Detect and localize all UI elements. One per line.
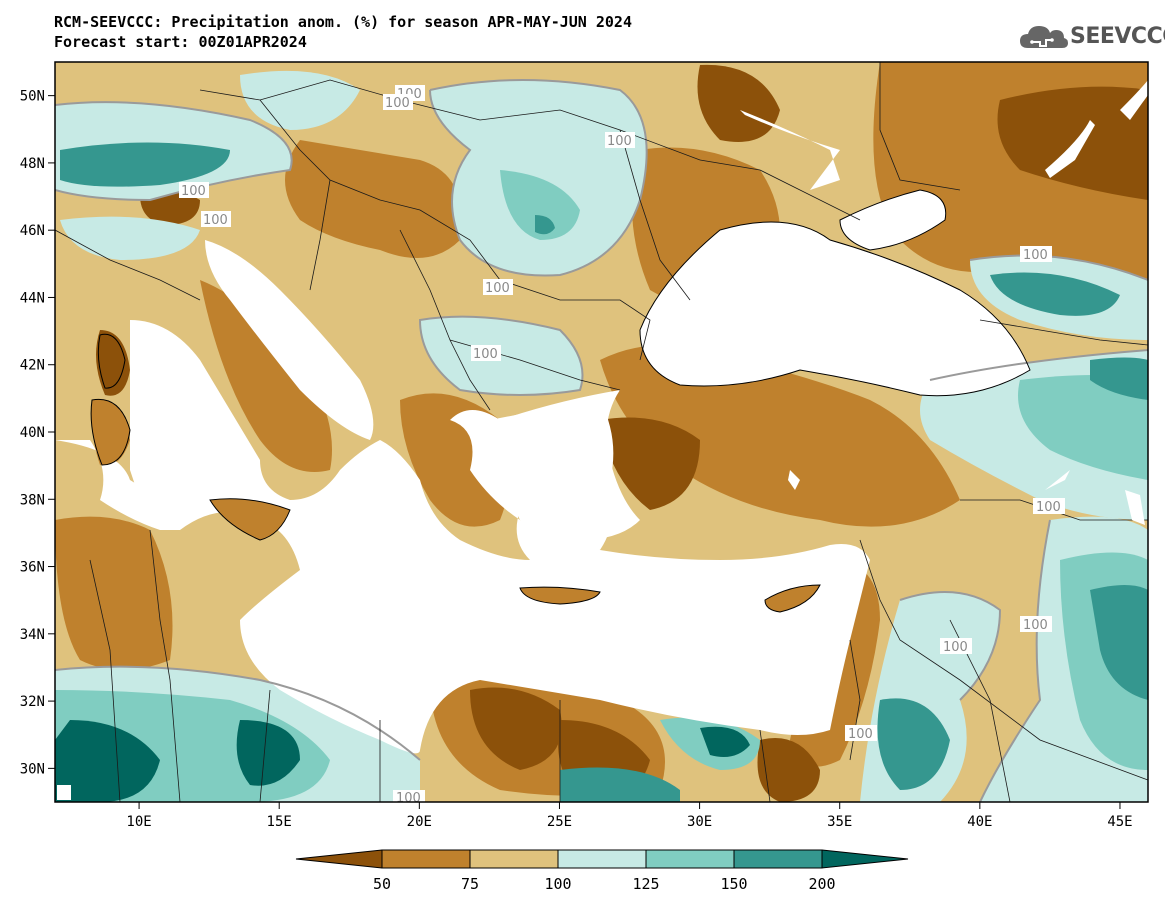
lat-tick-label: 44N	[20, 290, 45, 306]
lon-tick-label: 40E	[967, 814, 992, 830]
contour-label: 100	[848, 727, 873, 742]
crete	[520, 587, 600, 604]
lat-tick-label: 42N	[20, 358, 45, 374]
colorbar-segment	[557, 849, 647, 869]
tyrrhenian-sea	[130, 320, 260, 505]
contour-labels: 100 100 100 100 100 100 100 100 100 100 …	[179, 85, 1065, 806]
sardinia	[91, 399, 130, 465]
cyprus	[765, 585, 820, 612]
colorbar-label: 75	[461, 875, 479, 893]
lon-tick-label: 45E	[1107, 814, 1132, 830]
contour-label: 100	[181, 184, 206, 199]
contour-label: 100	[385, 96, 410, 111]
latitude-axis: 50N 48N 46N 44N 42N 40N 38N 36N 34N 32N 30N	[20, 89, 55, 777]
lon-tick-label: 15E	[267, 814, 292, 830]
colorbar-label: 100	[544, 875, 571, 893]
contour-label: 100	[1023, 248, 1048, 263]
lon-tick-label: 30E	[687, 814, 712, 830]
missing-data-gaps	[57, 80, 1148, 800]
lat-tick-label: 40N	[20, 425, 45, 441]
seevccc-logo: SEEVCCC	[1018, 22, 1165, 58]
lat-tick-label: 30N	[20, 761, 45, 777]
colorbar-label: 50	[373, 875, 391, 893]
title-line-2: Forecast start: 00Z01APR2024	[54, 33, 307, 51]
lon-tick-label: 25E	[547, 814, 572, 830]
title-line-1: RCM-SEEVCCC: Precipitation anom. (%) for…	[54, 13, 632, 31]
lat-tick-label: 46N	[20, 223, 45, 239]
contour-label: 100	[473, 347, 498, 362]
lat-tick-label: 34N	[20, 627, 45, 643]
contour-label: 100	[203, 213, 228, 228]
country-borders	[55, 62, 1148, 802]
map-title: RCM-SEEVCCC: Precipitation anom. (%) for…	[54, 12, 632, 52]
coastlines	[90, 189, 1031, 613]
colorbar-segment	[381, 849, 471, 869]
map-area: 100 100 100 100 100 100 100 100 100 100 …	[55, 62, 1148, 806]
longitude-axis: 10E 15E 20E 25E 30E 35E 40E 45E	[126, 802, 1133, 830]
water-bodies	[55, 190, 1030, 754]
lat-tick-label: 36N	[20, 560, 45, 576]
lon-tick-label: 20E	[407, 814, 432, 830]
islands	[91, 334, 820, 612]
aegean-sea	[490, 400, 614, 550]
adriatic-sea	[205, 240, 374, 440]
colorbar-label: 150	[720, 875, 747, 893]
corsica	[98, 334, 125, 389]
colorbar-segment	[821, 849, 909, 869]
sicily	[210, 498, 290, 540]
lon-tick-label: 10E	[126, 814, 151, 830]
lat-tick-label: 50N	[20, 89, 45, 105]
colorbar: 50 75 100 125 150 200	[295, 849, 909, 893]
colorbar-label: 200	[808, 875, 835, 893]
logo-text: SEEVCCC	[1070, 24, 1165, 49]
colorbar-segment	[295, 849, 383, 869]
contour-label: 100	[943, 640, 968, 655]
colorbar-segment	[733, 849, 823, 869]
lat-tick-label: 48N	[20, 156, 45, 172]
contour-label: 100	[607, 134, 632, 149]
cloud-icon	[1020, 26, 1068, 48]
black-sea	[640, 222, 1030, 396]
contour-label: 100	[1036, 500, 1061, 515]
contour-label: 100	[1023, 618, 1048, 633]
contour-label: 100	[485, 281, 510, 296]
colorbar-segment	[469, 849, 559, 869]
contour-label: 100	[396, 791, 421, 806]
lat-tick-label: 38N	[20, 492, 45, 508]
lon-tick-label: 35E	[827, 814, 852, 830]
contour-lines-100	[55, 79, 1148, 802]
lat-tick-label: 32N	[20, 694, 45, 710]
colorbar-label: 125	[632, 875, 659, 893]
colorbar-segment	[645, 849, 735, 869]
mediterranean-sea	[55, 390, 870, 754]
